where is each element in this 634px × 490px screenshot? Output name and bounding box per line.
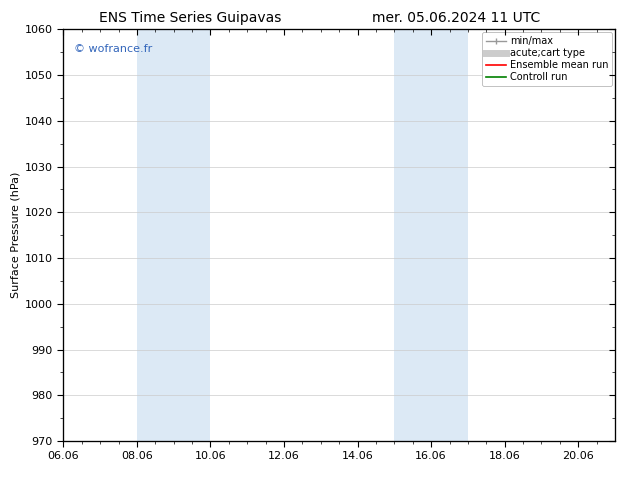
Y-axis label: Surface Pressure (hPa): Surface Pressure (hPa)	[11, 172, 21, 298]
Text: ENS Time Series Guipavas: ENS Time Series Guipavas	[99, 11, 281, 25]
Legend: min/max, acute;cart type, Ensemble mean run, Controll run: min/max, acute;cart type, Ensemble mean …	[482, 32, 612, 86]
Text: © wofrance.fr: © wofrance.fr	[74, 44, 153, 54]
Bar	[394, 29, 468, 441]
Bar	[137, 29, 210, 441]
Text: mer. 05.06.2024 11 UTC: mer. 05.06.2024 11 UTC	[372, 11, 541, 25]
